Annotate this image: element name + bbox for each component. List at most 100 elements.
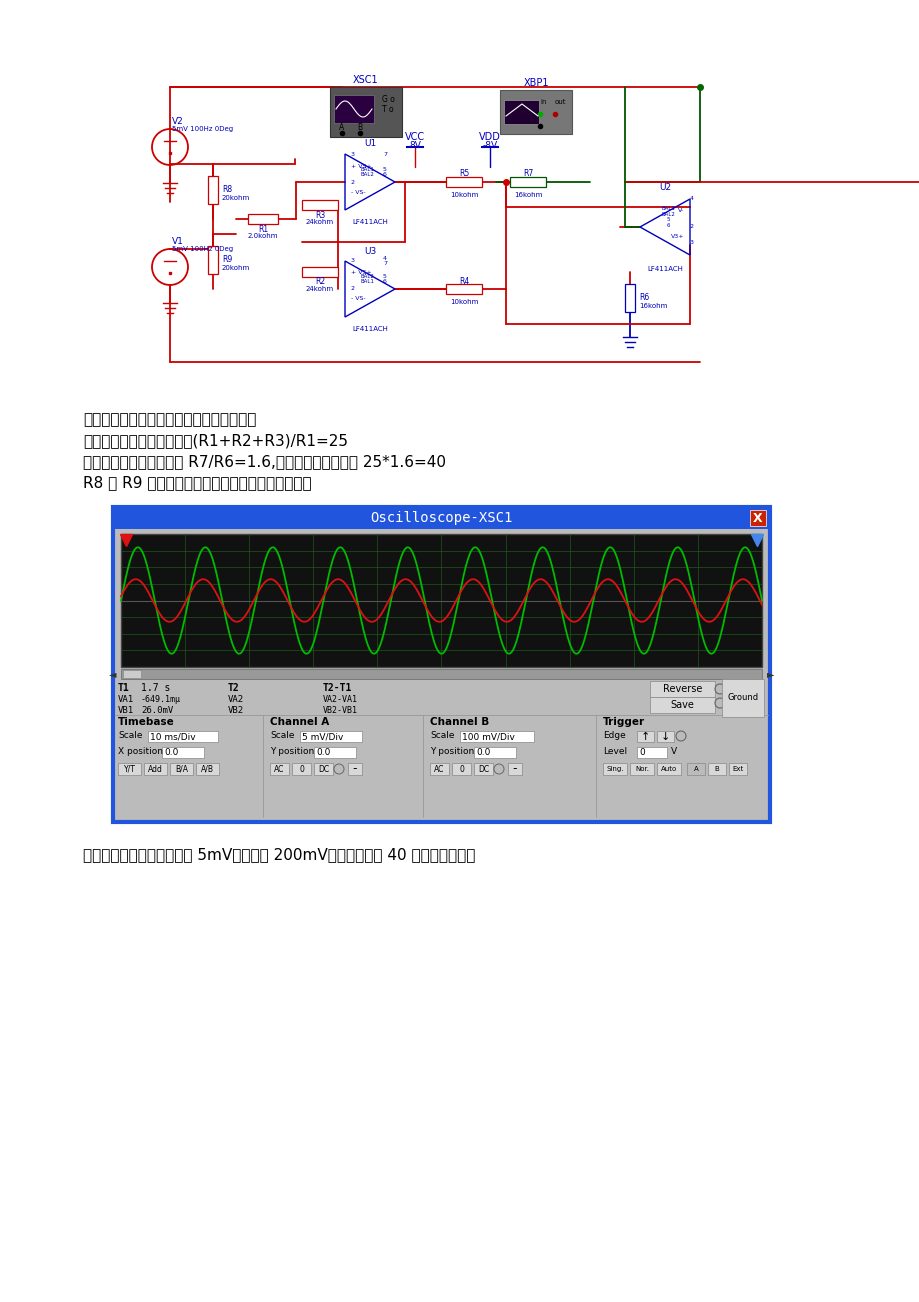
Bar xyxy=(301,201,337,210)
Text: G o: G o xyxy=(381,95,394,103)
Text: Trigger: Trigger xyxy=(602,717,644,727)
Bar xyxy=(656,763,680,775)
Text: 0.0: 0.0 xyxy=(315,749,330,756)
Text: LF411ACH: LF411ACH xyxy=(352,219,388,225)
Text: LF411ACH: LF411ACH xyxy=(352,326,388,332)
Text: -: - xyxy=(512,763,516,776)
Text: Y/T: Y/T xyxy=(123,764,135,773)
Text: 0: 0 xyxy=(299,764,303,773)
Text: 4
7: 4 7 xyxy=(382,255,387,267)
Text: 由波形图可以看出，输入为 5mV，输出为 200mV，放大倍数为 40 倍，符合要求。: 由波形图可以看出，输入为 5mV，输出为 200mV，放大倍数为 40 倍，符合… xyxy=(83,848,475,862)
Text: 16kohm: 16kohm xyxy=(639,303,666,309)
Text: Timebase: Timebase xyxy=(118,717,175,727)
Text: ↓: ↓ xyxy=(660,732,669,742)
Bar xyxy=(300,730,361,742)
Text: - VS-: - VS- xyxy=(351,297,365,302)
Bar xyxy=(121,669,761,680)
Text: V-: V- xyxy=(677,208,683,214)
Bar xyxy=(313,763,333,775)
Text: T1: T1 xyxy=(118,684,130,693)
Bar xyxy=(509,177,545,187)
Bar xyxy=(650,697,714,713)
Bar xyxy=(162,747,204,758)
Text: 10kohm: 10kohm xyxy=(449,191,478,198)
Text: 5
6: 5 6 xyxy=(382,273,387,284)
Bar xyxy=(451,763,471,775)
Text: R2: R2 xyxy=(314,277,324,286)
Text: 0.0: 0.0 xyxy=(164,749,178,756)
Bar xyxy=(473,747,516,758)
Text: AC: AC xyxy=(274,764,284,773)
Text: U2: U2 xyxy=(658,182,670,191)
Bar xyxy=(728,763,746,775)
Bar xyxy=(630,763,653,775)
Text: Auto: Auto xyxy=(660,766,676,772)
Text: T2: T2 xyxy=(228,684,240,693)
Text: VB1: VB1 xyxy=(118,706,134,715)
Text: R8 和 R9 用来增大输入阻抗，同时也有滤波作用。: R8 和 R9 用来增大输入阻抗，同时也有滤波作用。 xyxy=(83,475,312,490)
Text: -649.1mμ: -649.1mμ xyxy=(141,695,181,704)
Text: 100 mV/Div: 100 mV/Div xyxy=(461,732,515,741)
Bar xyxy=(208,246,218,273)
Text: BAL2
BAL1: BAL2 BAL1 xyxy=(359,273,373,284)
Bar xyxy=(118,763,141,775)
Bar xyxy=(121,534,761,667)
Text: Y position: Y position xyxy=(429,747,473,756)
Text: XBP1: XBP1 xyxy=(523,78,548,89)
Bar xyxy=(144,763,167,775)
Bar xyxy=(113,506,769,822)
Text: 20kohm: 20kohm xyxy=(221,195,250,201)
Bar xyxy=(636,730,653,742)
Text: Scale: Scale xyxy=(429,730,454,740)
Bar xyxy=(507,763,521,775)
Text: 10kohm: 10kohm xyxy=(449,299,478,305)
Bar xyxy=(721,680,763,717)
Text: 2: 2 xyxy=(351,180,355,185)
Bar xyxy=(170,763,193,775)
Bar xyxy=(460,730,533,742)
Text: 5 mV/Div: 5 mV/Div xyxy=(301,732,343,741)
Text: 差动放大中，放大倍数为：(R1+R2+R3)/R1=25: 差动放大中，放大倍数为：(R1+R2+R3)/R1=25 xyxy=(83,434,347,448)
Text: VA2: VA2 xyxy=(228,695,244,704)
Bar xyxy=(208,176,218,204)
Text: 24kohm: 24kohm xyxy=(306,219,334,225)
Text: 4: 4 xyxy=(689,197,693,202)
Text: V: V xyxy=(670,747,676,756)
Text: 该图分为差动放大和同向比例放大两部分。: 该图分为差动放大和同向比例放大两部分。 xyxy=(83,411,256,427)
Text: 26.0mV: 26.0mV xyxy=(141,706,173,715)
Text: in: in xyxy=(539,99,546,105)
Bar xyxy=(499,90,572,134)
Text: Reverse: Reverse xyxy=(662,684,701,694)
Text: ↑: ↑ xyxy=(641,732,650,742)
Text: DC: DC xyxy=(477,764,489,773)
Text: BAL1
BAL2: BAL1 BAL2 xyxy=(359,167,373,177)
Text: Channel A: Channel A xyxy=(269,717,329,727)
Text: Oscilloscope-XSC1: Oscilloscope-XSC1 xyxy=(370,510,512,525)
Text: XSC1: XSC1 xyxy=(353,76,379,85)
Text: 24kohm: 24kohm xyxy=(306,286,334,292)
Text: V3+: V3+ xyxy=(670,234,683,240)
Text: + VS+: + VS+ xyxy=(351,164,371,168)
Text: 0: 0 xyxy=(459,764,463,773)
Text: VA1: VA1 xyxy=(118,695,134,704)
Text: DC: DC xyxy=(318,764,329,773)
Text: Level: Level xyxy=(602,747,627,756)
Text: ►: ► xyxy=(766,669,774,680)
Bar xyxy=(602,763,627,775)
Text: AC: AC xyxy=(434,764,444,773)
Text: B/A: B/A xyxy=(175,764,187,773)
Text: A: A xyxy=(693,766,698,772)
Bar xyxy=(269,763,289,775)
Text: BAL1
BAL2
5
6: BAL1 BAL2 5 6 xyxy=(661,206,675,228)
Text: R8: R8 xyxy=(221,185,232,194)
Bar xyxy=(248,214,278,224)
Text: Scale: Scale xyxy=(269,730,294,740)
Text: R6: R6 xyxy=(639,293,649,302)
Bar xyxy=(708,763,725,775)
Text: LF411ACH: LF411ACH xyxy=(646,266,682,272)
Text: A: A xyxy=(339,122,345,132)
Text: Edge: Edge xyxy=(602,730,625,740)
Bar xyxy=(347,763,361,775)
Text: 8V: 8V xyxy=(409,141,421,150)
Text: Save: Save xyxy=(670,700,694,710)
